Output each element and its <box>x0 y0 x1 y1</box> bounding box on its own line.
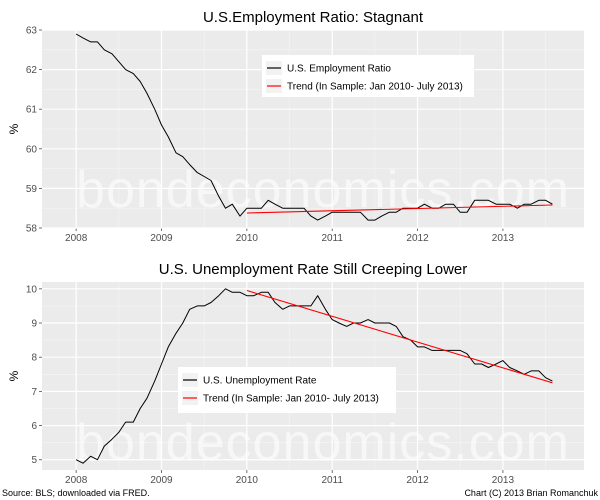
x-tick-label: 2011 <box>321 233 343 244</box>
y-tick-label: 9 <box>31 319 37 330</box>
y-tick-label: 7 <box>31 387 37 398</box>
x-tick-label: 2011 <box>321 475 343 486</box>
y-tick-label: 63 <box>26 26 38 37</box>
y-tick-label: 10 <box>26 284 38 295</box>
legend-label: U.S. Employment Ratio <box>287 64 391 75</box>
chart-title: U.S.Employment Ratio: Stagnant <box>203 9 424 26</box>
trend-line <box>246 204 553 214</box>
actual-series-line <box>75 288 553 464</box>
employment-ratio-chart: 2008 2009 2010 2011 2012 2013 58 59 60 61 62 63 U.S.… <box>7 9 584 244</box>
x-tick-label: 2008 <box>65 233 88 244</box>
x-tick-label: 2009 <box>150 233 173 244</box>
x-tick-label: 2010 <box>236 475 259 486</box>
legend-label: Trend (In Sample: Jan 2010- July 2013) <box>287 82 463 93</box>
x-tick-label: 2012 <box>406 233 429 244</box>
legend-box <box>178 367 396 413</box>
y-tick-label: 61 <box>26 105 38 116</box>
legend-label: U.S. Unemployment Rate <box>203 376 317 387</box>
watermark: bondeconomics.com <box>76 414 570 472</box>
legend: U.S. Employment Ratio Trend (In Sample: J… <box>262 55 474 97</box>
y-tick-label: 58 <box>26 224 38 235</box>
trend-line <box>246 289 553 384</box>
legend: U.S. Unemployment Rate Trend (In Sample: … <box>178 367 396 413</box>
x-tick-label: 2008 <box>65 475 88 486</box>
source-note: Source: BLS; downloaded via FRED. <box>2 488 150 498</box>
y-tick-label: 8 <box>31 353 37 364</box>
y-axis-label: % <box>7 123 21 134</box>
x-tick-label: 2009 <box>150 475 173 486</box>
y-tick-label: 62 <box>26 65 38 76</box>
unemployment-rate-chart: 2008 2009 2010 2011 2012 2013 5 6 7 8 9 10 U.S. Unem… <box>7 261 584 486</box>
x-tick-label: 2012 <box>406 475 429 486</box>
legend-label: Trend (In Sample: Jan 2010- July 2013) <box>203 394 379 405</box>
y-tick-label: 59 <box>26 184 38 195</box>
actual-series-line <box>75 33 553 221</box>
y-tick-label: 60 <box>26 144 38 155</box>
watermark: bondeconomics.com <box>76 161 570 219</box>
y-tick-label: 6 <box>31 421 37 432</box>
chart-title: U.S. Unemployment Rate Still Creeping Lo… <box>159 261 467 278</box>
y-tick-label: 5 <box>31 455 37 466</box>
legend-box <box>262 55 474 97</box>
x-tick-label: 2010 <box>236 233 259 244</box>
y-axis-label: % <box>7 370 21 381</box>
x-tick-label: 2013 <box>492 475 515 486</box>
copyright-note: Chart (C) 2013 Brian Romanchuk <box>464 488 598 498</box>
x-tick-label: 2013 <box>492 233 515 244</box>
